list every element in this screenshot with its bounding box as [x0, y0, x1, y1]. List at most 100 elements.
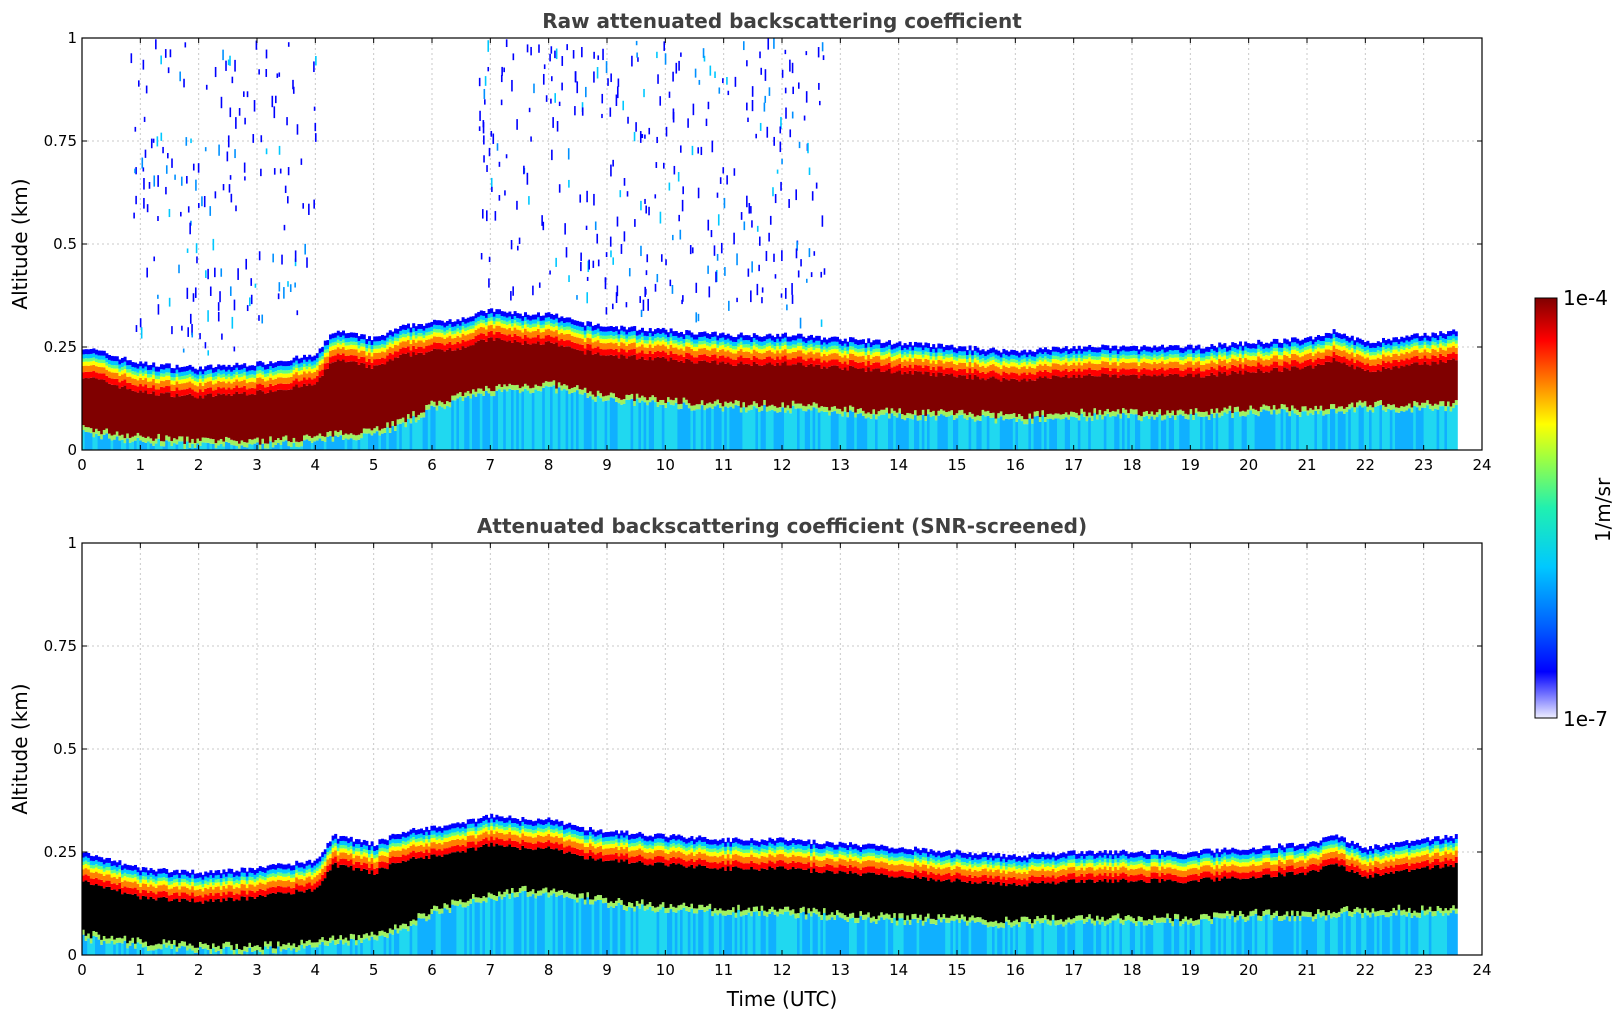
cell-band [482, 327, 486, 334]
cell-surface [966, 419, 969, 450]
cell-band [745, 340, 748, 345]
cell-band [1176, 361, 1180, 368]
data-column [880, 343, 884, 450]
cell-band [108, 354, 111, 360]
cell-band [552, 319, 556, 324]
data-column [378, 336, 382, 450]
cell-band [557, 322, 561, 327]
cell-band [1215, 370, 1219, 377]
data-column [1150, 347, 1154, 450]
data-column [729, 335, 733, 450]
cell-surface [1319, 410, 1323, 450]
cell-band [1285, 344, 1289, 349]
cell-band [147, 370, 150, 375]
cell-band [1010, 362, 1014, 367]
cell-edge [1241, 410, 1245, 416]
cell-band [526, 327, 530, 332]
cell-band [576, 320, 579, 326]
cell-edge [570, 387, 574, 393]
cell-band [594, 341, 598, 348]
cell-band [326, 349, 330, 353]
cell-core [1265, 371, 1268, 406]
data-column [1067, 349, 1071, 450]
data-column [251, 365, 254, 450]
cell-band [485, 312, 488, 318]
cell-band [147, 381, 150, 388]
cell-band [1213, 350, 1216, 355]
cell-surface [362, 433, 366, 450]
cell-band [895, 351, 899, 356]
cell-band [399, 338, 403, 343]
data-column [1298, 340, 1302, 450]
cell-band [108, 364, 111, 368]
cell-band [131, 366, 135, 372]
cell-band [1010, 366, 1014, 373]
cell-band [1051, 363, 1055, 370]
cell-band [698, 332, 702, 338]
cell-band [1153, 345, 1157, 351]
data-column [771, 335, 774, 450]
cell-edge [721, 406, 725, 412]
cell-edge [1015, 416, 1019, 422]
cell-band [1109, 360, 1112, 365]
cell-band [1192, 357, 1196, 361]
cell-band [175, 377, 179, 382]
cell-surface [508, 388, 512, 450]
cell-band [1223, 359, 1227, 366]
cell-band [490, 330, 494, 338]
cell-band [1280, 342, 1284, 348]
cell-surface [615, 401, 618, 450]
cell-core [921, 374, 925, 410]
cell-band [162, 387, 166, 394]
cell-band [1002, 348, 1006, 354]
cell-band [984, 363, 988, 368]
cell-core [932, 372, 936, 411]
cell-surface [1267, 411, 1271, 450]
cell-band [568, 329, 572, 334]
cell-band [953, 363, 956, 371]
cell-core [487, 337, 491, 389]
data-column [238, 365, 241, 450]
data-column [95, 349, 98, 450]
data-column [1114, 345, 1118, 450]
cell-band [872, 356, 876, 363]
cell-band [1080, 365, 1084, 372]
cell-band [331, 333, 335, 339]
cell-band [503, 320, 507, 324]
data-column [308, 354, 312, 450]
cell-edge [1197, 411, 1201, 417]
cell-band [1064, 362, 1068, 369]
cell-core [154, 395, 158, 439]
data-column [573, 320, 577, 450]
cell-band [349, 332, 353, 338]
cell-band [810, 343, 813, 348]
cell-band [1033, 351, 1037, 357]
cell-surface [1007, 419, 1011, 450]
cell-band [1244, 346, 1248, 351]
cell-edge [786, 405, 790, 411]
cell-band [141, 368, 145, 373]
cell-band [474, 322, 478, 326]
cell-band [1226, 369, 1229, 376]
cell-band [264, 369, 267, 374]
data-column [1288, 341, 1292, 450]
cell-core [581, 351, 585, 390]
cell-core [570, 348, 574, 388]
cell-band [677, 349, 681, 356]
cell-surface [206, 442, 210, 450]
cell-band [1228, 357, 1232, 362]
cell-band [682, 346, 686, 351]
cell-surface [825, 411, 829, 450]
cell-band [992, 347, 995, 353]
cell-core [1301, 368, 1305, 407]
cell-band [139, 384, 143, 391]
cell-edge [934, 415, 938, 421]
cell-band [1283, 347, 1287, 351]
cell-edge [591, 394, 595, 400]
cell-band [435, 320, 439, 326]
cell-band [316, 358, 319, 363]
cell-surface [906, 417, 910, 450]
cell-edge [1119, 413, 1123, 419]
cell-core [503, 340, 507, 385]
cell-band [693, 357, 696, 364]
